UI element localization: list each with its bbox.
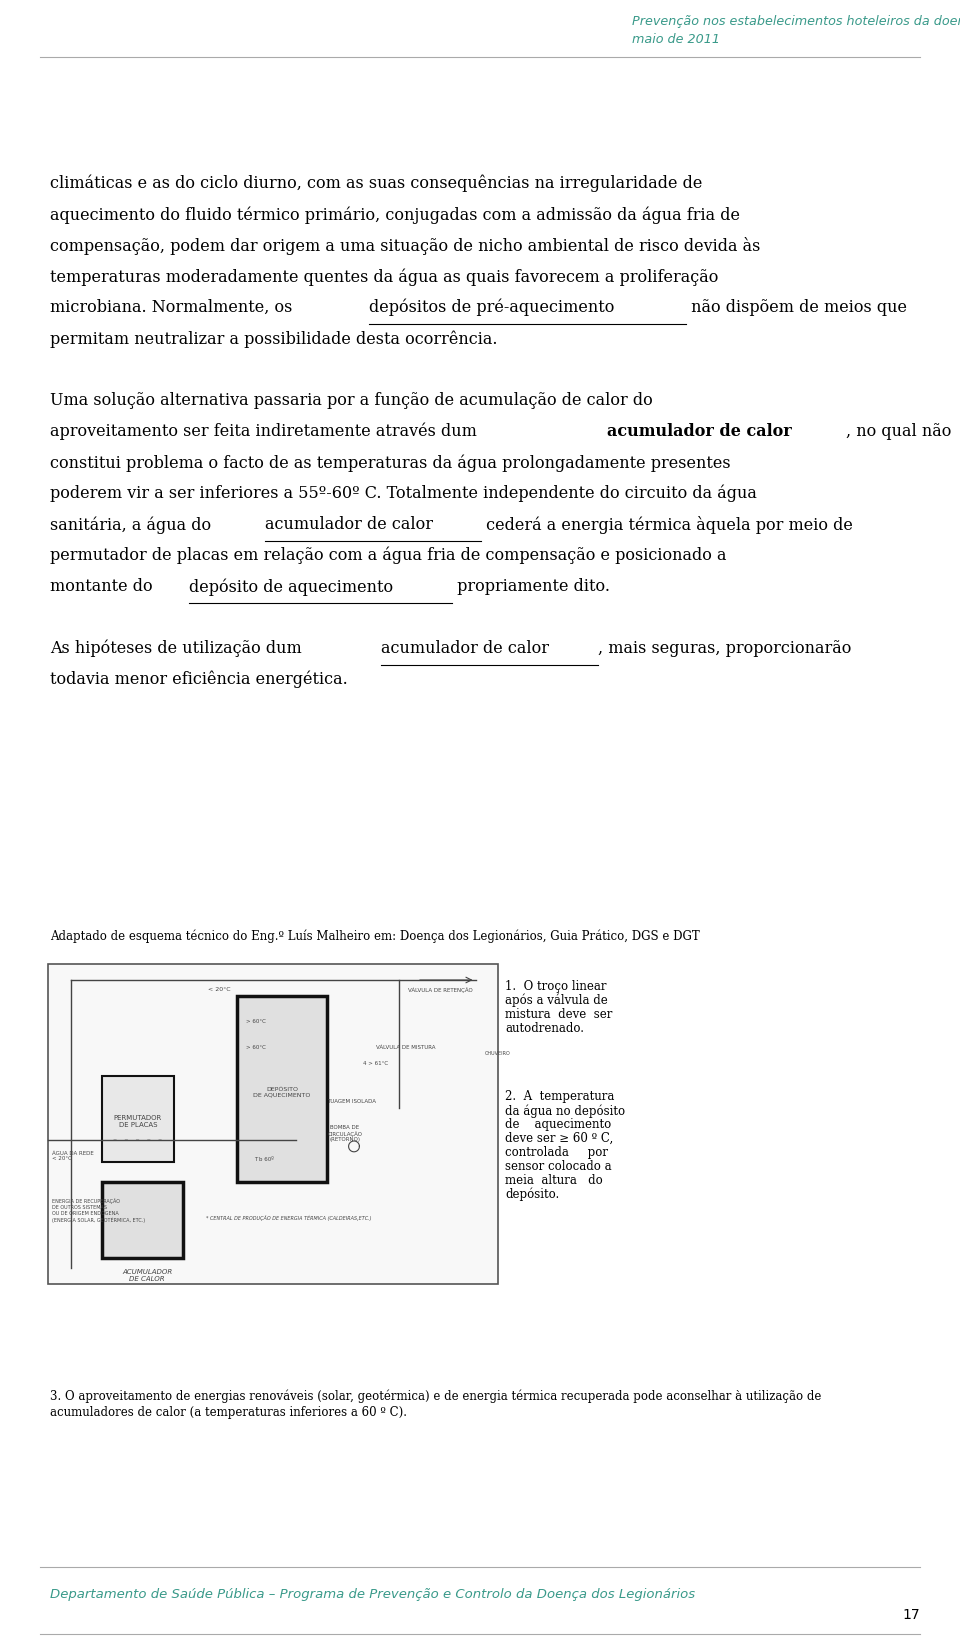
Text: TUAGEM ISOLADA: TUAGEM ISOLADA [327, 1098, 376, 1103]
Bar [102, 1182, 183, 1259]
Text: não dispõem de meios que: não dispõem de meios que [686, 298, 907, 316]
Text: meia  altura   do: meia altura do [505, 1174, 603, 1187]
Text: permutador de placas em relação com a água fria de compensação e posicionado a: permutador de placas em relação com a ág… [50, 547, 727, 564]
Text: ACUMULADOR
DE CALOR: ACUMULADOR DE CALOR [122, 1269, 172, 1282]
Text: acumulador de calor: acumulador de calor [265, 516, 433, 533]
Text: da água no depósito: da água no depósito [505, 1103, 625, 1116]
Text: T b 60º: T b 60º [254, 1155, 274, 1162]
Text: CHUVEIRO: CHUVEIRO [485, 1051, 511, 1056]
Text: sensor colocado a: sensor colocado a [505, 1159, 612, 1172]
Text: > 60°C: > 60°C [246, 1019, 266, 1024]
Text: mistura  deve  ser: mistura deve ser [505, 1008, 612, 1021]
Text: de    aquecimento: de aquecimento [505, 1118, 612, 1131]
Text: aquecimento do fluido térmico primário, conjugadas com a admissão da água fria d: aquecimento do fluido térmico primário, … [50, 207, 740, 223]
Text: maio de 2011: maio de 2011 [632, 33, 720, 46]
Text: depósito de aquecimento: depósito de aquecimento [189, 577, 394, 595]
Text: microbiana. Normalmente, os: microbiana. Normalmente, os [50, 298, 298, 316]
Text: PERMUTADOR
DE PLACAS: PERMUTADOR DE PLACAS [114, 1115, 162, 1128]
Text: 2.  A  temperatura: 2. A temperatura [505, 1090, 614, 1103]
Text: VÁLVULA DE RETENÇÃO: VÁLVULA DE RETENÇÃO [408, 987, 472, 993]
Text: > 60°C: > 60°C [246, 1044, 266, 1049]
Text: 1.  O troço linear: 1. O troço linear [505, 980, 607, 992]
Text: acumulador de calor: acumulador de calor [608, 423, 792, 439]
Text: sanitária, a água do: sanitária, a água do [50, 516, 216, 533]
Text: Adaptado de esquema técnico do Eng.º Luís Malheiro em: Doença dos Legionários, G: Adaptado de esquema técnico do Eng.º Luí… [50, 929, 700, 942]
Text: controlada     por: controlada por [505, 1146, 608, 1159]
Text: temperaturas moderadamente quentes da água as quais favorecem a proliferação: temperaturas moderadamente quentes da ág… [50, 267, 718, 285]
Text: depósito.: depósito. [505, 1187, 560, 1201]
Text: depósitos de pré-aquecimento: depósitos de pré-aquecimento [370, 298, 614, 316]
Text: autodrenado.: autodrenado. [505, 1021, 584, 1034]
Text: constitui problema o facto de as temperaturas da água prolongadamente presentes: constitui problema o facto de as tempera… [50, 454, 731, 472]
Text: , mais seguras, proporcionarão: , mais seguras, proporcionarão [598, 639, 852, 657]
Text: deve ser ≥ 60 º C,: deve ser ≥ 60 º C, [505, 1131, 613, 1144]
Text: , no qual não: , no qual não [846, 423, 951, 439]
Text: compensação, podem dar origem a uma situação de nicho ambiental de risco devida : compensação, podem dar origem a uma situ… [50, 238, 760, 254]
Text: * CENTRAL DE PRODUÇÃO DE ENERGIA TÉRMICA (CALDEIRAS,ETC.): * CENTRAL DE PRODUÇÃO DE ENERGIA TÉRMICA… [205, 1214, 371, 1219]
Text: Uma solução alternativa passaria por a função de acumulação de calor do: Uma solução alternativa passaria por a f… [50, 392, 653, 408]
Text: cederá a energia térmica àquela por meio de: cederá a energia térmica àquela por meio… [481, 516, 853, 534]
Text: climáticas e as do ciclo diurno, com as suas consequências na irregularidade de: climáticas e as do ciclo diurno, com as … [50, 175, 703, 192]
Text: 4 > 61°C: 4 > 61°C [363, 1060, 388, 1065]
Text: Departamento de Saúde Pública – Programa de Prevenção e Controlo da Doença dos L: Departamento de Saúde Pública – Programa… [50, 1587, 695, 1600]
Text: 3. O aproveitamento de energias renováveis (solar, geotérmica) e de energia térm: 3. O aproveitamento de energias renováve… [50, 1390, 822, 1403]
Text: BOMBA DE
CIRCULAÇÃO
(RETORNO): BOMBA DE CIRCULAÇÃO (RETORNO) [327, 1124, 363, 1142]
Bar [237, 997, 327, 1182]
Text: 17: 17 [902, 1606, 920, 1621]
Text: < 20°C: < 20°C [207, 987, 230, 992]
Text: Prevenção nos estabelecimentos hoteleiros da doença dos legionários: Prevenção nos estabelecimentos hoteleiro… [632, 15, 960, 28]
Text: ENERGIA DE RECUPERAÇÃO
DE OUTROS SISTEMAS
OU DE ORIGEM ENDÓGENA
(ENERGIA SOLAR, : ENERGIA DE RECUPERAÇÃO DE OUTROS SISTEMA… [53, 1198, 146, 1223]
Text: aproveitamento ser feita indiretamente através dum: aproveitamento ser feita indiretamente a… [50, 423, 482, 441]
Text: acumulador de calor: acumulador de calor [381, 639, 549, 657]
Text: VÁLVULA DE MISTURA: VÁLVULA DE MISTURA [376, 1044, 436, 1049]
Text: DEPÓSITO
DE AQUECIMENTO: DEPÓSITO DE AQUECIMENTO [253, 1087, 311, 1096]
Bar [102, 1077, 174, 1162]
Text: acumuladores de calor (a temperaturas inferiores a 60 º C).: acumuladores de calor (a temperaturas in… [50, 1405, 407, 1418]
Text: poderem vir a ser inferiores a 55º-60º C. Totalmente independente do circuito da: poderem vir a ser inferiores a 55º-60º C… [50, 485, 756, 502]
Text: propriamente dito.: propriamente dito. [452, 577, 611, 595]
Text: As hipóteses de utilização dum: As hipóteses de utilização dum [50, 639, 307, 657]
Text: ÁGUA DA REDE
< 20°C: ÁGUA DA REDE < 20°C [53, 1151, 94, 1160]
Text: permitam neutralizar a possibilidade desta ocorrência.: permitam neutralizar a possibilidade des… [50, 329, 497, 347]
Text: montante do: montante do [50, 577, 157, 595]
Bar [48, 964, 498, 1285]
Text: todavia menor eficiência energética.: todavia menor eficiência energética. [50, 670, 348, 688]
Bar [48, 964, 498, 1285]
Text: após a válvula de: após a válvula de [505, 993, 608, 1006]
